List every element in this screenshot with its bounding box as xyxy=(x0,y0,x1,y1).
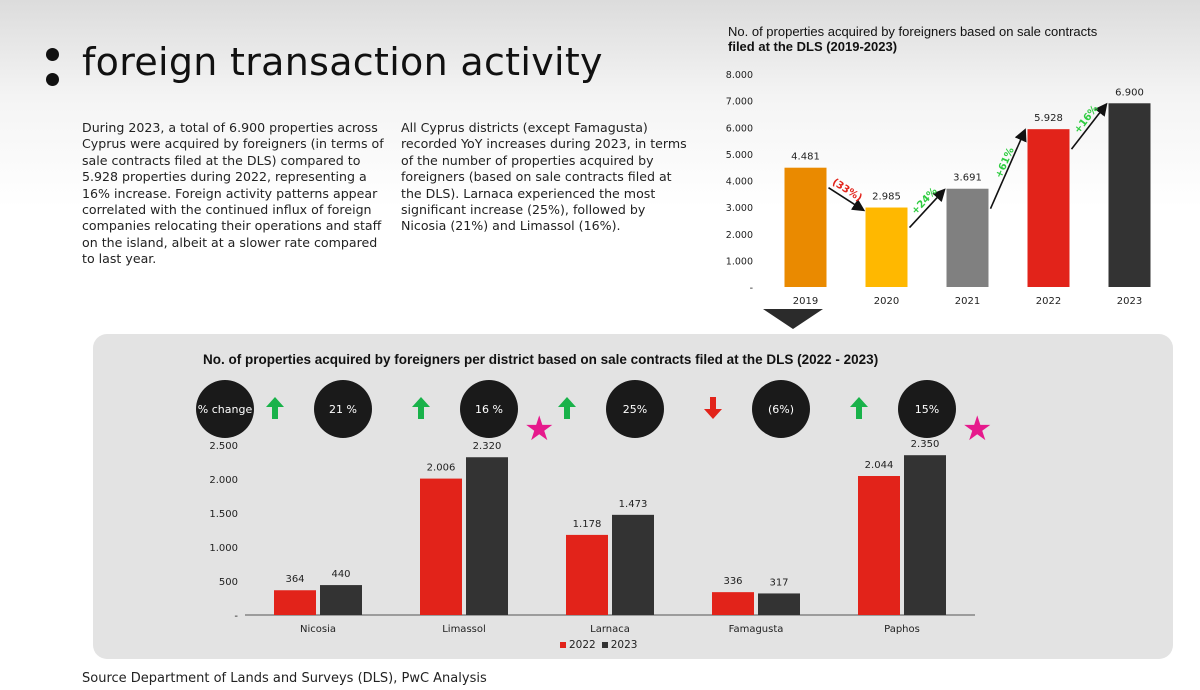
star-icon: ★ xyxy=(962,409,993,449)
bar-value-label: 4.481 xyxy=(791,152,820,163)
pct-change-circle: 25% xyxy=(606,380,664,438)
bar-value-label: 6.900 xyxy=(1115,87,1144,98)
y-tick-label: 1.000 xyxy=(726,256,753,267)
bar-2022 xyxy=(1027,129,1070,287)
bar-Paphos-2023 xyxy=(904,455,946,615)
bar-Nicosia-2023 xyxy=(320,585,362,615)
arrow-up-icon xyxy=(266,397,284,419)
bar-Famagusta-2023 xyxy=(758,593,800,615)
x-tick-label: 2023 xyxy=(1117,296,1142,307)
x-tick-label: Nicosia xyxy=(300,624,336,635)
bar-2023 xyxy=(1108,103,1151,287)
y-tick-label: 2.000 xyxy=(209,475,238,486)
district-chart-title: No. of properties acquired by foreigners… xyxy=(203,352,879,367)
bar-2019 xyxy=(784,167,827,287)
x-tick-label: Paphos xyxy=(884,624,920,635)
change-arrow xyxy=(908,188,946,229)
y-tick-label: 3.000 xyxy=(726,203,753,214)
y-tick-label: 7.000 xyxy=(726,97,753,108)
top-chart-title-line1: No. of properties acquired by foreigners… xyxy=(728,24,1098,39)
y-tick-label: - xyxy=(234,611,238,622)
arrow-up-icon xyxy=(558,397,576,419)
x-tick-label: 2022 xyxy=(1036,296,1061,307)
bar-value-label: 364 xyxy=(285,574,304,585)
y-tick-label: 8.000 xyxy=(726,70,753,81)
bar-Larnaca-2022 xyxy=(566,534,608,615)
bar-value-label: 317 xyxy=(769,577,788,588)
bar-value-label: 2.006 xyxy=(427,463,456,474)
change-arrow xyxy=(989,128,1027,210)
pct-change-circle: 21 % xyxy=(314,380,372,438)
x-tick-label: Famagusta xyxy=(729,624,784,635)
bar-value-label: 2.044 xyxy=(865,460,894,471)
legend-2022: 2022 xyxy=(560,639,596,651)
x-tick-label: 2020 xyxy=(874,296,899,307)
arrow-up-icon xyxy=(850,397,868,419)
pct-change-circle: (6%) xyxy=(752,380,810,438)
bar-value-label: 2.320 xyxy=(473,441,502,452)
pct-change-circle: 15% xyxy=(898,380,956,438)
bar-Nicosia-2022 xyxy=(274,590,316,615)
district-paragraph: All Cyprus districts (except Famagusta) … xyxy=(401,120,687,234)
down-triangle-icon xyxy=(763,309,823,329)
y-tick-label: - xyxy=(750,283,753,294)
x-tick-label: 2021 xyxy=(955,296,980,307)
bar-value-label: 1.473 xyxy=(619,499,648,510)
y-tick-label: 1.000 xyxy=(209,543,238,554)
arrow-up-icon xyxy=(412,397,430,419)
bar-Limassol-2022 xyxy=(420,478,462,615)
x-tick-label: 2019 xyxy=(793,296,818,307)
bar-value-label: 440 xyxy=(331,569,350,580)
page-title: foreign transaction activity xyxy=(82,40,603,84)
x-tick-label: Limassol xyxy=(442,624,486,635)
pct-change-header: % change xyxy=(196,380,254,438)
bullet-icon xyxy=(46,48,60,98)
bar-2021 xyxy=(946,188,989,287)
y-tick-label: 4.000 xyxy=(726,177,753,188)
change-label: +61% xyxy=(994,146,1017,180)
arrow-down-icon xyxy=(704,397,722,419)
y-tick-label: 6.000 xyxy=(726,123,753,134)
pct-change-circle: 16 % xyxy=(460,380,518,438)
annual-bar-chart: 1.000 2.000 3.000 4.000 5.000 6.000 7.000 8.000… xyxy=(726,70,1151,307)
star-icon: ★ xyxy=(524,409,555,449)
district-bar-chart: 500 1.000 1.500 2.000 2.500 - 364 440 Nicosia 2.0… xyxy=(209,439,975,635)
bar-value-label: 2.985 xyxy=(872,192,901,203)
bar-value-label: 1.178 xyxy=(573,519,602,530)
y-tick-label: 500 xyxy=(219,577,238,588)
source-note: Source Department of Lands and Surveys (… xyxy=(82,671,487,686)
bar-value-label: 2.350 xyxy=(911,439,940,450)
bar-value-label: 336 xyxy=(723,576,742,587)
bar-2020 xyxy=(865,207,908,287)
legend-2023: 2023 xyxy=(601,639,637,651)
x-tick-label: Larnaca xyxy=(590,624,630,635)
y-tick-label: 5.000 xyxy=(726,150,753,161)
change-arrow xyxy=(828,187,866,212)
chart-legend: 2022 2023 xyxy=(560,639,637,651)
top-chart-title: No. of properties acquired by foreigners… xyxy=(728,24,1168,54)
bar-value-label: 3.691 xyxy=(953,173,982,184)
y-tick-label: 2.500 xyxy=(209,441,238,452)
y-tick-label: 1.500 xyxy=(209,509,238,520)
top-chart-title-line2: filed at the DLS (2019-2023) xyxy=(728,39,898,54)
y-tick-label: 2.000 xyxy=(726,230,753,241)
change-arrow xyxy=(1070,102,1108,150)
bar-Larnaca-2023 xyxy=(612,514,654,615)
bar-Limassol-2023 xyxy=(466,457,508,615)
bar-value-label: 5.928 xyxy=(1034,113,1063,124)
change-label: +24% xyxy=(910,186,940,217)
bar-Paphos-2022 xyxy=(858,476,900,615)
bar-Famagusta-2022 xyxy=(712,592,754,615)
summary-paragraph: During 2023, a total of 6.900 properties… xyxy=(82,120,384,267)
